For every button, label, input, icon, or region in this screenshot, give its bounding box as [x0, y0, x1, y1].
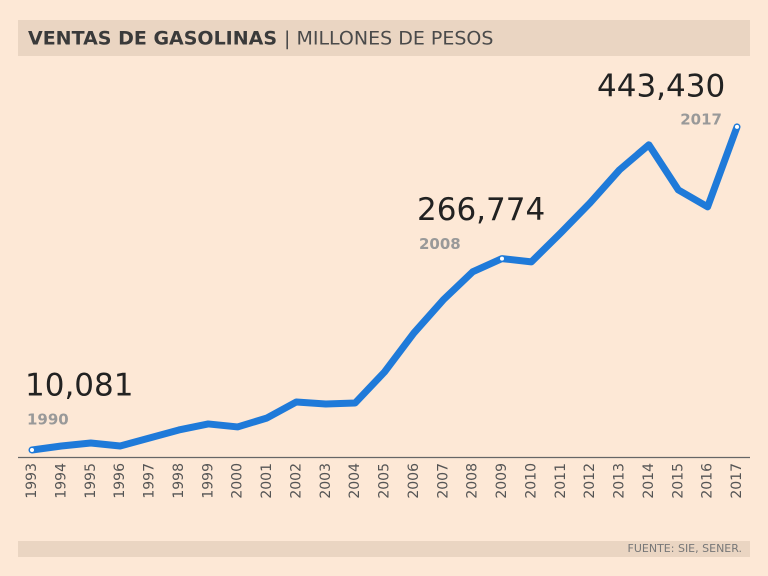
- value-note: 2017: [680, 110, 722, 128]
- x-tick-label: 2008: [465, 463, 481, 499]
- point-marker: [29, 446, 35, 453]
- x-tick-label: 2012: [582, 463, 598, 499]
- value-label: 10,081: [25, 367, 133, 403]
- value-label: 266,774: [417, 192, 545, 228]
- x-tick-label: 2002: [288, 463, 304, 499]
- x-tick-label: 2015: [670, 463, 686, 499]
- x-tick-label: 2006: [406, 463, 422, 499]
- chart-title: VENTAS DE GASOLINAS: [28, 28, 277, 50]
- x-tick-label: 2009: [494, 463, 510, 499]
- x-tick-label: 2004: [347, 463, 363, 499]
- x-tick-label: 2000: [230, 463, 246, 499]
- series-line: [28, 123, 741, 454]
- value-note: 2008: [419, 235, 461, 253]
- x-tick-label: 2017: [729, 463, 745, 499]
- x-tick-label: 2014: [641, 463, 657, 499]
- point-marker: [499, 255, 505, 262]
- x-tick-label: 2011: [553, 463, 569, 499]
- x-tick-label: 2016: [700, 463, 716, 499]
- value-note: 1990: [27, 410, 69, 428]
- x-tick-label: 2007: [435, 463, 451, 499]
- value-label: 443,430: [597, 68, 725, 104]
- x-tick-label: 1998: [171, 463, 187, 499]
- x-tick-label: 1994: [53, 463, 69, 499]
- x-tick-label: 2013: [612, 463, 628, 499]
- title-bar: [18, 20, 750, 56]
- x-tick-label: 2005: [377, 463, 393, 499]
- source-bar: [18, 541, 750, 557]
- x-tick-label: 2003: [318, 463, 334, 499]
- x-tick-label: 2010: [523, 463, 539, 499]
- point-marker: [734, 123, 740, 130]
- x-tick-label: 2001: [259, 463, 275, 499]
- chart-subtitle: | MILLONES DE PESOS: [284, 28, 493, 50]
- x-tick-label: 1996: [112, 463, 128, 499]
- x-tick-label: 1997: [142, 463, 158, 499]
- x-tick-label: 1995: [83, 463, 99, 499]
- source: FUENTE: SIE, SENER.: [628, 542, 742, 555]
- x-tick-label: 1999: [200, 463, 216, 499]
- x-tick-label: 1993: [24, 463, 40, 499]
